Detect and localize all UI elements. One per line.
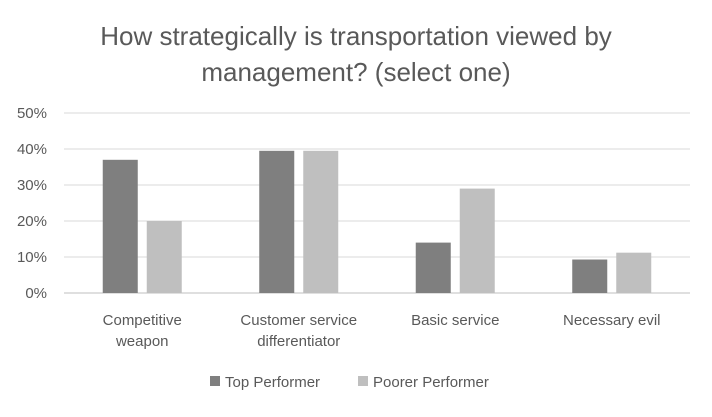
x-category-label: Basic service [411,312,499,329]
y-tick-label: 20% [17,213,47,230]
bar-top-performer [102,159,138,293]
bar-poorer-performer [146,221,182,293]
legend-swatch [210,376,220,386]
y-axis-tick-labels: 0% 10% 20% 30% 40% 50% [17,105,47,302]
legend-swatch [358,376,368,386]
y-tick-label: 30% [17,177,47,194]
bar-poorer-performer [459,188,495,293]
bar-poorer-performer [303,150,339,293]
legend-label: Top Performer [225,374,320,391]
bars [102,150,652,293]
y-tick-label: 0% [25,285,47,302]
bar-top-performer [259,150,295,293]
bar-top-performer [415,242,451,293]
legend-label: Poorer Performer [373,374,489,391]
y-tick-label: 10% [17,249,47,266]
y-tick-label: 40% [17,141,47,158]
x-category-label: weapon [115,333,169,350]
x-category-label: Necessary evil [563,312,661,329]
bar-top-performer [572,259,608,293]
x-category-label: Customer service [240,312,357,329]
y-tick-label: 50% [17,105,47,122]
chart-title: How strategically is transportation view… [100,21,612,87]
x-axis-category-labels: Competitive weapon Customer service differe… [103,312,661,350]
bar-poorer-performer [616,252,652,293]
legend: Top Performer Poorer Performer [210,374,489,391]
chart-title-line-1: How strategically is transportation view… [100,21,612,51]
x-category-label: Competitive [103,312,182,329]
chart-title-line-2: management? (select one) [201,57,510,87]
x-category-label: differentiator [257,333,340,350]
